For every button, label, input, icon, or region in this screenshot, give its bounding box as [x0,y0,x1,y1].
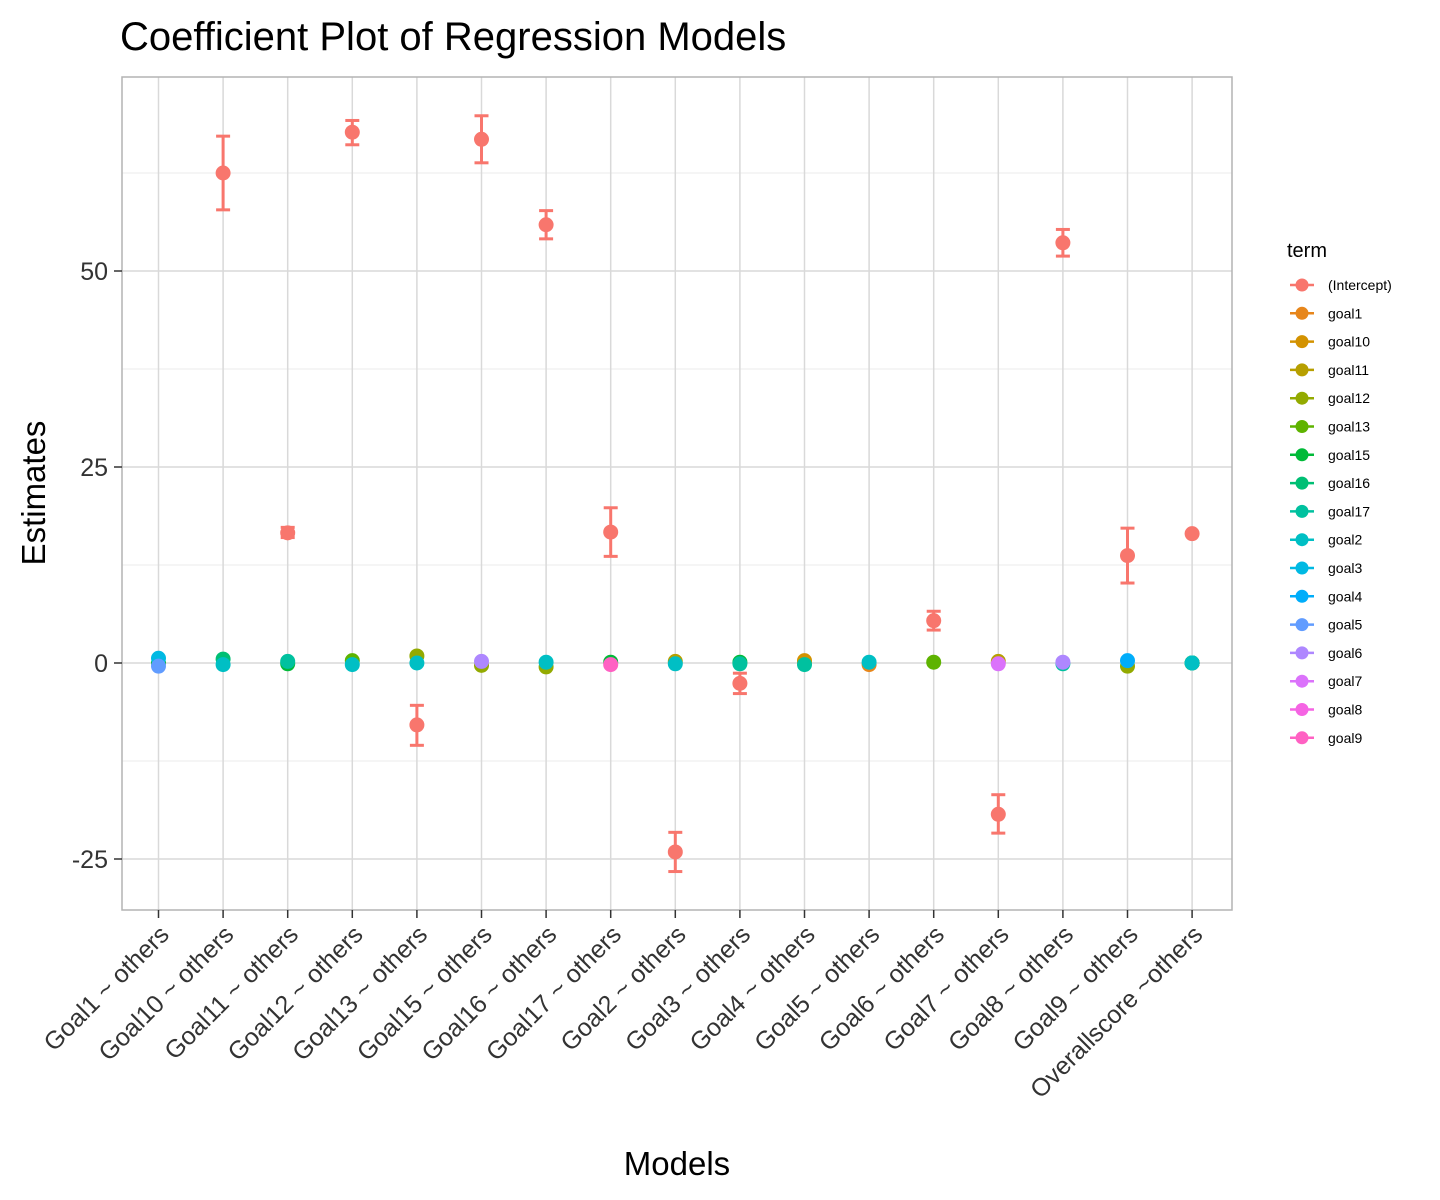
data-point [926,654,942,670]
plot-frame [121,76,1233,911]
data-point [474,131,489,147]
legend-key-point [1295,335,1309,349]
legend-label: goal15 [1328,447,1370,463]
data-point [667,844,683,860]
legend-label: goal16 [1328,475,1370,491]
legend-label: goal9 [1328,730,1362,746]
legend-key-point [1295,618,1309,632]
legend-key [1290,703,1314,716]
legend-key [1290,504,1314,518]
data-point [409,655,425,671]
data-point [280,653,296,669]
grid-layer [122,77,1232,910]
data-point [538,217,554,233]
legend-label: goal10 [1328,334,1370,350]
data-point [474,653,489,669]
legend-key-point [1295,391,1309,405]
legend-key-point [1295,363,1309,377]
legend-label: (Intercept) [1328,277,1392,293]
data-point [280,525,296,541]
legend-key [1290,363,1314,377]
legend-label: goal13 [1328,419,1370,435]
legend-key [1290,533,1314,547]
data-point [732,656,748,672]
legend-key [1290,420,1314,433]
legend: (Intercept) goal1 goal10 goal11 goal12 goal13… [1290,277,1392,746]
data-point [990,656,1006,672]
data-point [1184,526,1200,542]
y-axis-title: Estimates [15,421,52,566]
legend-label: goal5 [1328,617,1362,633]
data-point [603,524,619,540]
legend-key-point [1295,646,1309,660]
legend-key-point [1295,448,1309,462]
legend-key-point [1295,504,1309,518]
legend-label: goal3 [1328,560,1362,576]
data-point [1184,655,1200,671]
legend-key [1290,589,1314,603]
legend-key [1290,448,1314,462]
legend-key-point [1295,476,1309,490]
legend-key [1290,476,1314,490]
data-point [603,657,619,673]
legend-key-point [1295,589,1309,603]
legend-label: goal2 [1328,532,1362,548]
data-point [215,657,231,673]
legend-key-point [1295,703,1309,716]
legend-label: goal1 [1328,305,1362,321]
data-point [1055,654,1071,670]
data-point [926,613,942,629]
legend-key-point [1295,561,1309,575]
legend-key [1290,646,1314,660]
legend-key [1290,561,1314,575]
y-tick-label: 0 [94,650,108,678]
legend-key [1290,674,1314,688]
data-point [409,717,425,733]
legend-label: goal8 [1328,702,1362,718]
legend-key [1290,731,1314,745]
data-point [1120,653,1135,669]
legend-key [1290,335,1314,349]
data-point [1055,235,1071,251]
x-axis-title: Models [624,1145,730,1182]
data-point [344,657,360,673]
data-point [344,124,360,140]
legend-key [1290,278,1314,292]
legend-label: goal7 [1328,673,1362,689]
legend-key-point [1295,306,1309,320]
legend-label: goal11 [1328,362,1369,378]
y-tick-label: 25 [80,454,108,482]
legend-key [1290,306,1314,320]
legend-label: goal6 [1328,645,1362,661]
data-point [990,806,1006,822]
data-point [215,165,231,181]
legend-label: goal17 [1328,503,1370,519]
data-point [1120,548,1135,564]
y-tick-label: -25 [72,846,108,874]
data-point [151,658,166,674]
legend-key-point [1295,420,1309,433]
data-point [861,654,877,670]
data-point [538,654,554,670]
legend-key-point [1295,278,1309,292]
chart-title: Coefficient Plot of Regression Models [120,15,786,59]
legend-key-point [1295,533,1309,547]
data-marks [151,114,1200,874]
legend-key-point [1295,674,1309,688]
legend-label: goal12 [1328,390,1370,406]
legend-key [1290,618,1314,632]
data-point [797,657,812,673]
data-point [667,656,683,672]
legend-key [1290,391,1314,405]
legend-title: term [1287,240,1327,262]
y-tick-label: 50 [80,258,108,286]
legend-key-point [1295,731,1309,745]
data-point [732,675,748,691]
legend-label: goal4 [1328,588,1362,604]
